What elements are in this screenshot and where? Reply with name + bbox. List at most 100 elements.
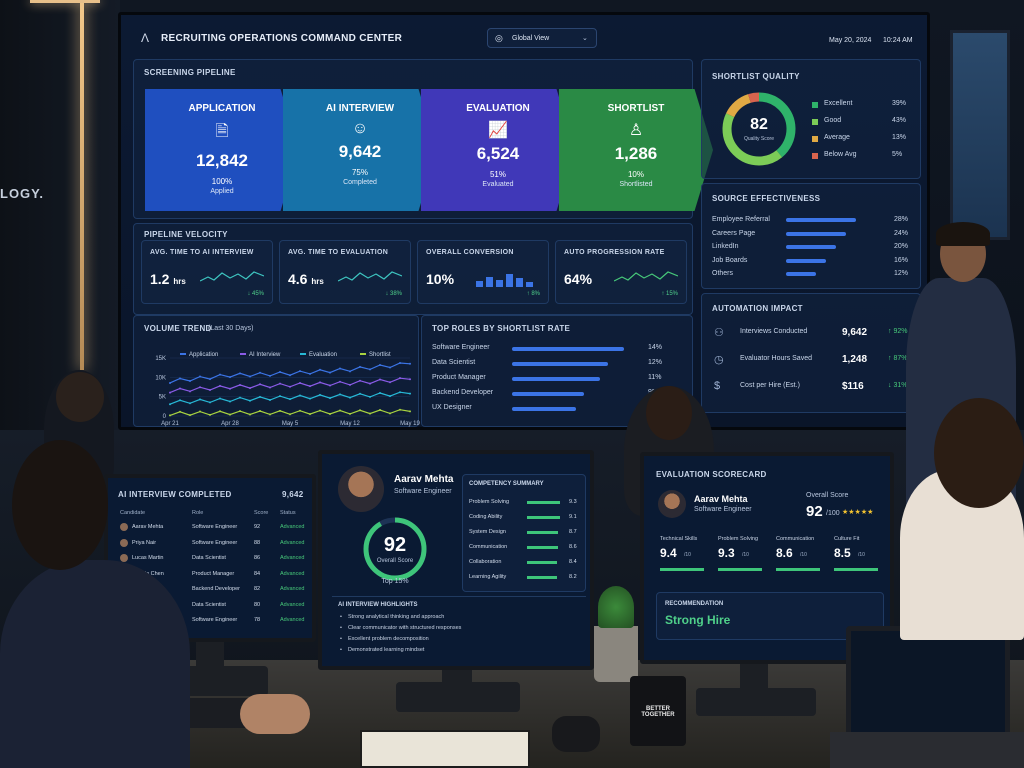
role-percent: 11% xyxy=(648,374,662,381)
stage-value: 1,286 xyxy=(614,144,658,163)
legend-label: Application xyxy=(189,352,218,358)
quality-item-name: Excellent xyxy=(824,100,853,107)
velocity-number: 10% xyxy=(426,271,455,287)
legend-swatch xyxy=(812,119,818,125)
highlight-item: Demonstrated learning mindset xyxy=(348,647,425,653)
data-point xyxy=(399,391,401,394)
competency-value: 8.4 xyxy=(569,559,577,565)
data-point xyxy=(369,368,371,371)
candidate-name: Aarav Mehta xyxy=(132,524,164,530)
candidate-name: Lucas Martin xyxy=(132,555,164,561)
role-bar xyxy=(512,392,584,396)
data-point xyxy=(219,410,221,413)
bullet-icon: • xyxy=(340,636,342,642)
stage-name: AI INTERVIEW xyxy=(325,103,395,114)
data-point xyxy=(249,413,251,416)
stage-name: APPLICATION xyxy=(188,103,256,114)
spark-bar xyxy=(476,281,483,287)
legend-swatch xyxy=(812,136,818,142)
score-label: Culture Fit xyxy=(834,536,860,542)
data-point xyxy=(339,393,341,396)
candidate-role: Data Scientist xyxy=(192,601,226,608)
mon1-title: AI INTERVIEW COMPLETED xyxy=(118,490,232,499)
sparkline xyxy=(338,271,402,282)
competency-value: 9.3 xyxy=(569,499,577,505)
velocity-label: AUTO PROGRESSION RATE xyxy=(564,249,665,256)
data-point xyxy=(179,410,181,413)
source-name: LinkedIn xyxy=(712,243,739,250)
data-point xyxy=(299,370,301,373)
velocity-value: 4.6 hrs xyxy=(288,271,324,287)
stage-percent: 75% xyxy=(351,168,368,177)
person-standing-hair xyxy=(936,222,990,246)
table-header: Score xyxy=(254,510,269,516)
score-value: 9.3 xyxy=(718,546,735,560)
highlights-title: AI INTERVIEW HIGHLIGHTS xyxy=(338,602,418,608)
candidate-status: Advanced xyxy=(280,524,305,530)
mon3-name: Aarav Mehta xyxy=(694,494,748,504)
automation-name: Cost per Hire (Est.) xyxy=(740,382,800,389)
velocity-number: 4.6 xyxy=(288,271,308,287)
pipeline-stage-ai-interview[interactable]: AI INTERVIEW ☺ 9,642 75% Completed xyxy=(283,89,437,211)
avatar xyxy=(658,490,686,518)
data-point xyxy=(179,387,181,390)
competency-name: Learning Agility xyxy=(469,574,507,580)
pipeline-stage-evaluation[interactable]: EVALUATION 📈 6,524 51% Evaluated xyxy=(421,89,575,211)
role-name: Product Manager xyxy=(432,374,486,381)
pipeline-stage-application[interactable]: APPLICATION 🗎 12,842 100% Applied xyxy=(145,89,299,211)
highlight-item: Strong analytical thinking and approach xyxy=(348,614,445,620)
candidate-status: Advanced xyxy=(280,555,305,561)
velocity-value: 64% xyxy=(564,271,592,287)
data-point xyxy=(409,378,411,381)
table-header: Role xyxy=(192,510,204,516)
data-point xyxy=(249,375,251,378)
data-point xyxy=(209,401,211,404)
data-point xyxy=(209,413,211,416)
volume-trend-panel: VOLUME TREND (Last 30 Days) Application A… xyxy=(133,315,420,427)
recommendation-value: Strong Hire xyxy=(665,613,731,627)
data-point xyxy=(209,389,211,392)
data-point xyxy=(299,382,301,385)
role-name: Data Scientist xyxy=(432,359,476,366)
source-name: Careers Page xyxy=(712,229,756,237)
data-point xyxy=(409,392,411,395)
velocity-value: 1.2 hrs xyxy=(150,271,186,287)
dashboard-title: RECRUITING OPERATIONS COMMAND CENTER xyxy=(161,33,403,44)
pipeline-stage-shortlist[interactable]: SHORTLIST ♙ 1,286 10% Shortlisted xyxy=(559,89,713,211)
bullet-icon: • xyxy=(340,614,342,620)
logo-icon: Λ xyxy=(141,31,150,45)
automation-value: 1,248 xyxy=(842,354,868,365)
automation-title: AUTOMATION IMPACT xyxy=(712,304,803,313)
stage-percent: 51% xyxy=(489,170,506,179)
data-point xyxy=(349,396,351,399)
window xyxy=(950,30,1010,240)
spark-line xyxy=(614,271,678,282)
shortlist-quality-panel: SHORTLIST QUALITY 82 Quality Score Excel… xyxy=(701,59,921,179)
score-value: 8.5 xyxy=(834,546,851,560)
data-point xyxy=(269,398,271,401)
score-label: Communication xyxy=(776,536,815,542)
laptop-keyboard xyxy=(830,732,1024,768)
data-point xyxy=(329,413,331,416)
data-point xyxy=(229,387,231,390)
competency-name: Communication xyxy=(469,544,508,550)
data-point xyxy=(329,384,331,387)
data-point xyxy=(259,383,261,386)
score-bar xyxy=(834,568,878,571)
candidate-summary-monitor: Aarav Mehta Software Engineer 92 Overall… xyxy=(318,450,594,670)
header-date: May 20, 2024 xyxy=(829,37,872,44)
score-bar xyxy=(718,568,762,571)
data-point xyxy=(319,393,321,396)
data-point xyxy=(269,413,271,416)
data-point xyxy=(179,377,181,380)
data-point xyxy=(169,403,171,406)
data-point xyxy=(359,392,361,395)
highlight-item: Clear communicator with structured respo… xyxy=(348,625,462,631)
score-value: 8.6 xyxy=(776,546,793,560)
quality-item-name: Average xyxy=(824,134,850,141)
view-selector[interactable]: ◎ Global View ⌄ xyxy=(487,28,597,48)
recommendation-panel: RECOMMENDATION Strong Hire xyxy=(656,592,884,640)
chevron-down-icon: ⌄ xyxy=(582,35,588,42)
sparkline xyxy=(614,271,678,282)
source-bar xyxy=(786,245,836,249)
